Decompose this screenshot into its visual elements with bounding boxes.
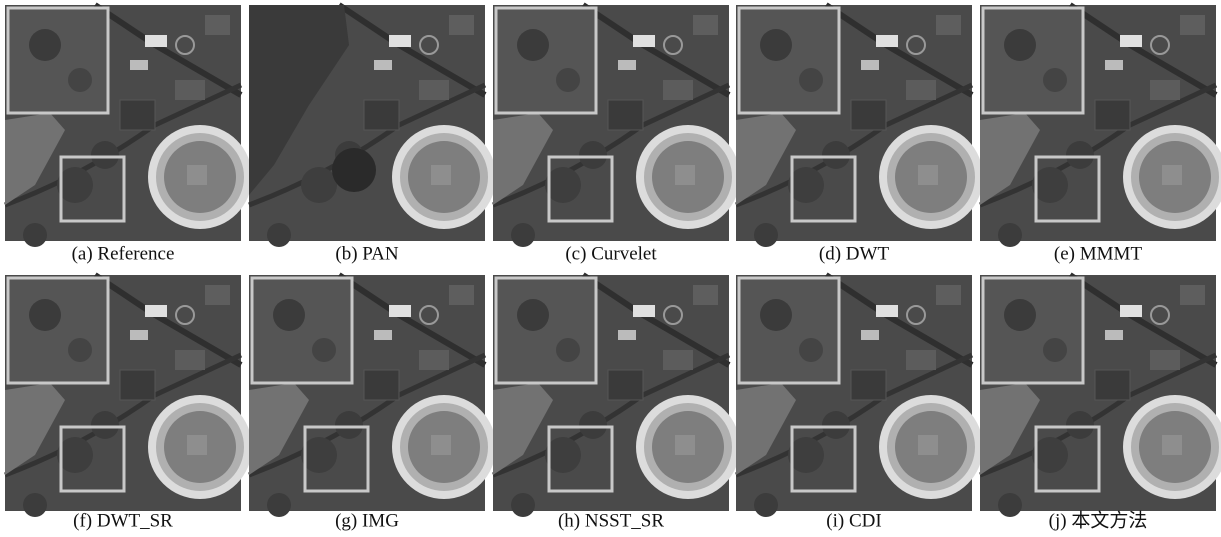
figure: (a) Reference (b) PAN (c) Curvelet (d) DWT (… (0, 0, 1221, 537)
panel-caption: (i) CDI (826, 510, 881, 531)
panel-image (249, 5, 496, 247)
panel-image (5, 5, 252, 247)
panel-image (980, 275, 1221, 517)
panel-image (980, 5, 1221, 247)
panel-image (493, 275, 740, 517)
panel-caption: (a) Reference (72, 243, 175, 264)
panel-image (5, 275, 252, 517)
panel-caption: (e) MMMT (1054, 243, 1143, 264)
panel-caption: (c) Curvelet (565, 243, 657, 264)
panel-image (493, 5, 740, 247)
panel-caption: (b) PAN (335, 243, 398, 264)
panel-caption: (d) DWT (819, 243, 890, 264)
panel-caption: (f) DWT_SR (73, 510, 173, 531)
panel-caption: (h) NSST_SR (558, 510, 664, 531)
panel-image (249, 275, 496, 517)
panel-image (736, 275, 983, 517)
panel-caption: (g) IMG (335, 510, 399, 531)
panel-image (736, 5, 983, 247)
panel-caption: (j) 本文方法 (1049, 509, 1148, 531)
